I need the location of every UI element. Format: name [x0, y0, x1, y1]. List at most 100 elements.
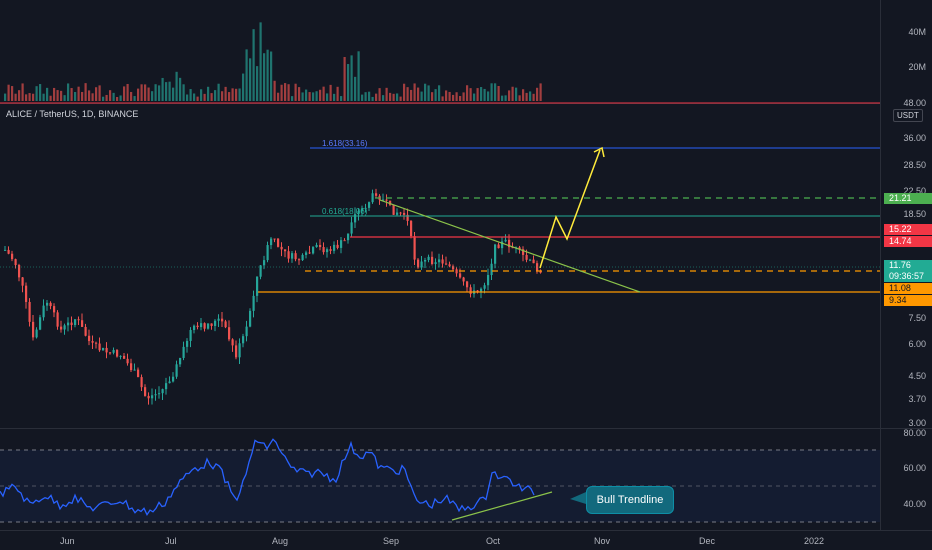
symbol-legend[interactable]: ALICE / TetherUS, 1D, BINANCE — [6, 109, 139, 119]
volume-bar — [203, 93, 206, 101]
volume-bar — [508, 90, 511, 101]
candle-body — [221, 318, 224, 322]
volume-bar — [102, 96, 105, 101]
candle-body — [497, 244, 500, 249]
volume-bar — [315, 91, 318, 101]
volume-bar — [77, 86, 80, 101]
candle-body — [319, 244, 322, 248]
candle-body — [333, 244, 336, 251]
candle-body — [137, 369, 140, 378]
currency-badge[interactable]: USDT — [893, 109, 923, 122]
candle-body — [487, 275, 490, 286]
candle-body — [252, 295, 255, 311]
candle-body — [343, 240, 346, 242]
candle-body — [88, 335, 91, 342]
candle-body — [67, 322, 70, 326]
volume-bar — [140, 84, 143, 101]
volume-bar — [413, 83, 416, 101]
candle-body — [389, 200, 392, 205]
candle-body — [375, 193, 378, 196]
volume-bar — [116, 96, 119, 101]
candle-body — [438, 259, 441, 263]
volume-bar — [287, 84, 290, 101]
volume-bar — [256, 66, 259, 101]
candle-body — [235, 345, 238, 358]
candle-body — [189, 330, 192, 341]
candle-body — [151, 395, 154, 399]
volume-bar — [329, 84, 332, 101]
candle-body — [217, 318, 220, 321]
volume-bar — [224, 86, 227, 101]
candle-body — [70, 322, 73, 326]
volume-bar — [7, 84, 10, 101]
candle-body — [424, 259, 427, 262]
projection-arrow-head — [593, 146, 605, 158]
price-tick: 48.00 — [903, 98, 926, 108]
candle-body — [399, 212, 402, 214]
volume-bar — [424, 83, 427, 101]
volume-bar — [98, 85, 101, 101]
volume-bar — [14, 93, 17, 101]
bull-trendline[interactable] — [451, 491, 553, 521]
candle-body — [270, 238, 273, 246]
volume-bar — [473, 93, 476, 101]
volume-bar — [70, 88, 73, 101]
candle-body — [53, 306, 56, 313]
volume-bar — [420, 91, 423, 101]
candle-body — [193, 325, 196, 331]
volume-bar — [175, 71, 178, 101]
volume-bar — [427, 85, 430, 101]
candle-body — [329, 249, 332, 251]
badge-orange-bottom: 9.34 — [884, 295, 932, 306]
volume-bar — [259, 22, 262, 101]
volume-bar — [441, 96, 444, 101]
candle-body — [140, 377, 143, 388]
volume-bar — [130, 91, 133, 101]
volume-bar — [347, 64, 350, 101]
price-tick: 3.00 — [908, 418, 926, 428]
descending-trendline[interactable] — [379, 199, 641, 293]
volume-bar — [39, 84, 42, 101]
candle-body — [322, 247, 325, 253]
candle-body — [98, 343, 101, 351]
candle-body — [448, 264, 451, 267]
projection-arrow[interactable] — [539, 149, 601, 269]
volume-bar — [217, 83, 220, 101]
candle-body — [277, 238, 280, 247]
volume-bar — [343, 57, 346, 101]
volume-bar — [161, 77, 164, 101]
volume-bar — [32, 93, 35, 101]
callout-pointer — [570, 492, 586, 504]
bull-trendline-callout[interactable]: Bull Trendline — [586, 486, 674, 514]
candle-body — [81, 320, 84, 327]
candle-body — [312, 247, 315, 254]
volume-bar — [63, 95, 66, 101]
volume-bar — [126, 83, 129, 101]
candle-body — [49, 302, 52, 307]
volume-bar — [368, 91, 371, 101]
candle-body — [11, 253, 14, 260]
candle-body — [441, 259, 444, 264]
candle-body — [508, 239, 511, 248]
volume-bar — [382, 95, 385, 101]
volume-bar — [476, 88, 479, 101]
candle-body — [466, 281, 469, 288]
candle-body — [77, 319, 80, 321]
candle-body — [21, 277, 24, 286]
time-tick: Sep — [383, 536, 400, 546]
volume-bar — [221, 91, 224, 101]
candle-body — [133, 369, 136, 371]
candle-body — [459, 273, 462, 278]
candle-body — [130, 363, 133, 371]
volume-bar — [354, 76, 357, 101]
price-tick: 22.50 — [903, 186, 926, 196]
volume-bar — [389, 92, 392, 101]
volume-bar — [431, 92, 434, 101]
volume-bar — [67, 83, 70, 101]
volume-bar — [385, 87, 388, 101]
symbol-exchange: BINANCE — [98, 109, 139, 119]
candle-body — [529, 259, 532, 261]
candle-body — [39, 317, 42, 330]
candle-body — [42, 305, 45, 318]
